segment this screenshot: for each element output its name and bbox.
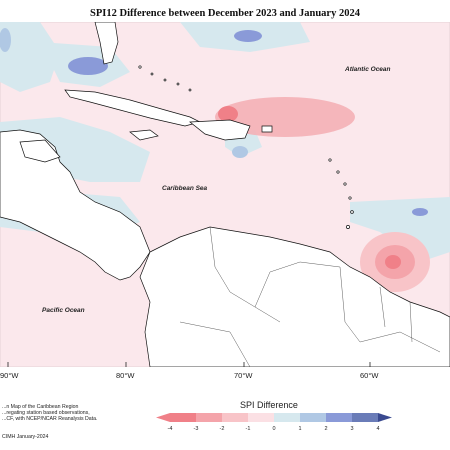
label-caribbean-sea: Caribbean Sea — [162, 185, 208, 192]
yucatan — [19, 139, 61, 163]
south-america — [139, 226, 450, 367]
legend-swatch — [170, 413, 196, 422]
credit-line-1: ...n Map of the Caribbean Region — [2, 404, 79, 410]
legend-tick-label: 0 — [272, 426, 276, 432]
lon-label-80w: 80°W — [116, 371, 135, 380]
lon-label-60w: 60°W — [360, 371, 379, 380]
label-pacific-ocean: Pacific Ocean — [42, 307, 85, 314]
legend-tick-label: 4 — [376, 426, 380, 432]
island-1 — [328, 158, 332, 162]
legend-tick-label: 1 — [298, 426, 302, 432]
lon-label-90w: 90°W — [0, 371, 19, 380]
legend-tick-label: 3 — [350, 426, 354, 432]
legend-title: SPI Difference — [240, 400, 298, 410]
legend-swatch — [300, 413, 326, 422]
island-3 — [343, 182, 347, 186]
map-credit: ...n Map of the Caribbean Region ...rega… — [2, 404, 152, 422]
legend-extend-high — [378, 413, 392, 422]
credit-line-2: ...regating station based observations, — [2, 410, 90, 416]
legend-swatch — [326, 413, 352, 422]
hispaniola — [189, 119, 251, 141]
legend-swatch — [248, 413, 274, 422]
legend-tick-label: 2 — [324, 426, 328, 432]
map-panel: Atlantic Ocean Caribbean Sea Pacific Oce… — [0, 22, 450, 367]
florida — [94, 22, 119, 65]
island-2 — [336, 170, 340, 174]
island-4 — [348, 196, 352, 200]
spi-map: Atlantic Ocean Caribbean Sea Pacific Oce… — [0, 22, 450, 367]
map-title: SPI12 Difference between December 2023 a… — [90, 8, 360, 19]
legend-tick-label: -1 — [245, 426, 251, 432]
credit-date: CIMH January-2024 — [2, 434, 49, 440]
jamaica — [129, 129, 159, 141]
island-trinidad — [346, 225, 350, 229]
legend-colorbar — [156, 413, 392, 422]
legend-tick-label: -4 — [167, 426, 173, 432]
puerto-rico — [261, 125, 273, 133]
lon-label-70w: 70°W — [234, 371, 253, 380]
label-atlantic-ocean: Atlantic Ocean — [344, 66, 391, 73]
legend-tick-label: -2 — [219, 426, 225, 432]
country-borders — [179, 226, 441, 367]
credit-line-3: ...CF, with NCEP/NCAR Reanalysis Data. — [2, 416, 98, 422]
lon-ticks — [7, 362, 371, 367]
legend-extend-low — [156, 413, 170, 422]
legend-swatch — [274, 413, 300, 422]
island-5 — [350, 210, 354, 214]
legend-swatch — [196, 413, 222, 422]
legend-swatch — [222, 413, 248, 422]
legend-tick-label: -3 — [193, 426, 199, 432]
legend-swatch — [352, 413, 378, 422]
coastlines — [0, 22, 450, 367]
